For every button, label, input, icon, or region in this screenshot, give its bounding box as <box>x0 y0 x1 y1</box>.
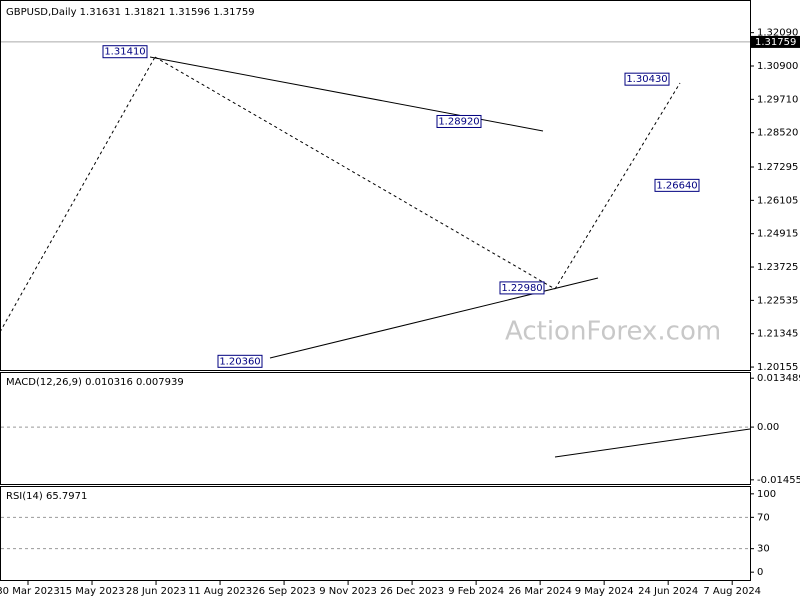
y-tick-label: 0.00 <box>757 422 779 433</box>
trend-line <box>154 56 556 290</box>
x-tick-label: 26 Dec 2023 <box>380 586 444 597</box>
y-tick-label: 1.23725 <box>757 262 798 273</box>
trend-line <box>554 428 751 458</box>
x-tick-label: 30 Mar 2023 <box>0 586 60 597</box>
y-tick-label: 0 <box>757 567 763 578</box>
x-tick-label: 26 Sep 2023 <box>252 586 315 597</box>
price-label: 1.22980 <box>501 283 542 294</box>
price-label-box <box>436 114 482 128</box>
y-tick-label: 100 <box>757 489 776 500</box>
y-tick-label: 1.24915 <box>757 229 798 240</box>
y-tick-label: 1.20155 <box>757 362 798 373</box>
macd-panel <box>0 372 751 485</box>
y-tick-label: 1.32090 <box>757 28 798 39</box>
y-tick-label: 1.21345 <box>757 329 798 340</box>
current-price-box <box>751 35 800 48</box>
price-label-box <box>624 72 670 86</box>
price-label: 1.28920 <box>438 116 479 127</box>
x-tick-label: 24 Jun 2024 <box>638 586 698 597</box>
x-tick-label: 9 Feb 2024 <box>448 586 504 597</box>
trend-line <box>554 82 681 290</box>
y-tick-label: 1.30900 <box>757 61 798 72</box>
rsi-panel <box>0 486 751 581</box>
y-tick-label: 1.22535 <box>757 295 798 306</box>
panel-title: RSI(14) 65.7971 <box>6 491 87 502</box>
x-tick-label: 9 Nov 2023 <box>319 586 377 597</box>
watermark: ActionForex.com <box>505 317 721 347</box>
price-label-box <box>217 354 263 368</box>
y-tick-label: -0.014554 <box>757 475 800 486</box>
x-tick-label: 28 Jun 2023 <box>126 586 186 597</box>
trend-line <box>0 56 156 333</box>
price-label: 1.26640 <box>656 180 697 191</box>
x-tick-label: 7 Aug 2024 <box>703 586 761 597</box>
y-tick-label: 30 <box>757 544 770 555</box>
panel-title: GBPUSD,Daily 1.31631 1.31821 1.31596 1.3… <box>6 7 255 18</box>
y-tick-label: 1.27295 <box>757 162 798 173</box>
price-label: 1.30430 <box>626 74 667 85</box>
panel-title: MACD(12,26,9) 0.010316 0.007939 <box>6 377 184 388</box>
price-label-box <box>654 178 700 192</box>
price-label-box <box>102 45 148 59</box>
x-tick-label: 9 May 2024 <box>575 586 634 597</box>
y-tick-label: 1.29710 <box>757 94 798 105</box>
price-label: 1.31410 <box>104 47 145 58</box>
x-tick-label: 11 Aug 2023 <box>188 586 252 597</box>
x-tick-label: 15 May 2023 <box>59 586 124 597</box>
trend-line <box>149 56 544 132</box>
y-tick-label: 70 <box>757 512 770 523</box>
y-tick-label: 1.28520 <box>757 128 798 139</box>
price-panel <box>0 0 751 371</box>
price-label: 1.20360 <box>219 356 260 367</box>
y-tick-label: 0.013489 <box>757 373 800 384</box>
y-tick-label: 1.26105 <box>757 195 798 206</box>
current-price-label: 1.31759 <box>755 37 796 48</box>
x-tick-label: 26 Mar 2024 <box>508 586 571 597</box>
price-label-box <box>499 281 545 295</box>
